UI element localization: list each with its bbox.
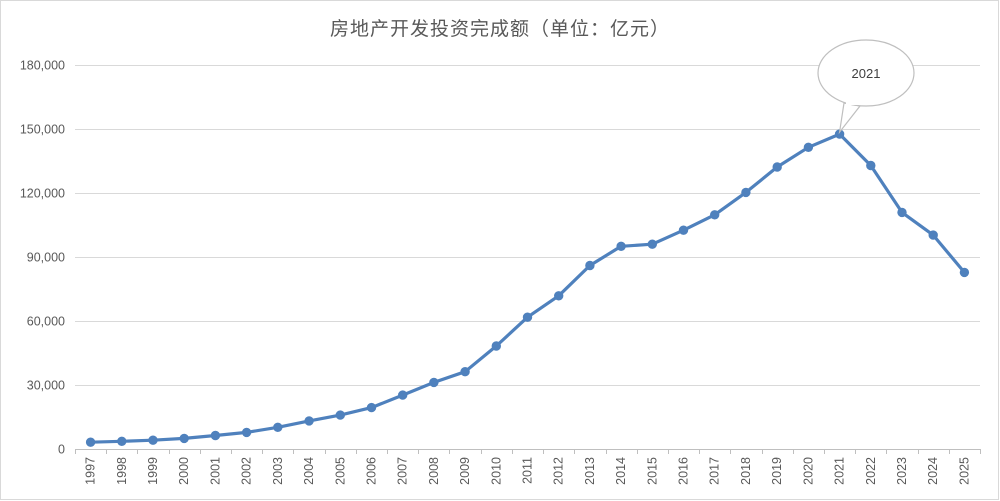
x-tick-label: 2014 <box>614 457 628 485</box>
x-axis-tick-labels: 1997 1998 1999 2000 2001 2002 2003 2004 2005 2006… <box>84 457 972 485</box>
data-point <box>210 430 221 441</box>
y-tick-label: 60,000 <box>27 315 65 329</box>
x-tick-label: 2020 <box>801 457 815 485</box>
x-tick-label: 2006 <box>364 457 378 485</box>
data-point <box>554 291 564 301</box>
data-point <box>647 239 657 249</box>
x-tick-label: 2012 <box>552 457 566 485</box>
axes <box>75 449 981 454</box>
x-tick-label: 2019 <box>770 457 784 485</box>
data-point <box>522 312 533 322</box>
x-tick-label: 1997 <box>84 457 98 485</box>
data-point <box>241 427 252 438</box>
x-tick-label: 2004 <box>302 457 316 485</box>
x-tick-label: 2000 <box>177 457 191 485</box>
data-point <box>273 422 283 432</box>
callout-bubble <box>817 39 915 107</box>
data-point <box>710 210 720 220</box>
y-tick-label: 30,000 <box>27 379 65 393</box>
data-point <box>741 187 751 198</box>
x-tick-label: 2018 <box>739 457 753 485</box>
x-tick-label: 2022 <box>864 457 878 485</box>
x-tick-label: 2015 <box>645 457 659 485</box>
data-point <box>117 436 127 446</box>
callout-joint <box>846 99 862 105</box>
x-tick-label: 2011 <box>521 457 535 484</box>
data-point <box>678 225 689 235</box>
chart-title: 房地产开发投资完成额（单位：亿元） <box>329 18 670 40</box>
data-point <box>429 377 439 388</box>
callout-annotation: 2021 <box>817 39 915 135</box>
data-point <box>179 433 189 444</box>
data-point <box>772 162 782 172</box>
data-point <box>366 402 377 413</box>
y-tick-label: 180,000 <box>20 59 65 73</box>
x-tick-label: 2017 <box>708 457 722 485</box>
data-point <box>304 416 314 426</box>
y-tick-label: 120,000 <box>20 187 65 201</box>
x-tick-label: 1998 <box>115 457 129 485</box>
data-point <box>897 207 907 218</box>
data-point <box>148 435 158 445</box>
callout-pointer <box>838 102 862 135</box>
data-point <box>803 142 814 153</box>
x-tick-label: 2007 <box>396 457 410 485</box>
x-tick-label: 2008 <box>427 457 441 485</box>
series-line <box>88 132 967 444</box>
x-tick-label: 2001 <box>208 457 222 485</box>
data-point <box>866 160 876 171</box>
x-tick-label: 2025 <box>957 457 971 485</box>
y-tick-label: 0 <box>58 443 65 457</box>
x-tick-label: 2024 <box>926 457 940 485</box>
x-tick-label: 2003 <box>271 457 285 485</box>
y-tick-label: 150,000 <box>20 123 65 137</box>
y-axis-tick-labels: 0 30,000 60,000 90,000 120,000 150,000 180,000 <box>20 59 65 457</box>
data-point <box>959 267 970 278</box>
data-point <box>460 367 470 377</box>
x-tick-label: 2023 <box>895 457 909 485</box>
data-point <box>398 390 408 400</box>
x-tick-label: 2021 <box>833 457 847 485</box>
data-point <box>491 341 501 351</box>
x-tick-label: 2005 <box>333 457 347 485</box>
callout-label: 2021 <box>852 66 881 81</box>
series-layer <box>85 129 970 447</box>
x-tick-label: 2009 <box>458 457 472 485</box>
x-tick-label: 1999 <box>146 457 160 485</box>
x-tick-label: 2010 <box>489 457 503 485</box>
x-tick-label: 2016 <box>677 457 691 485</box>
x-tick-label: 2002 <box>240 457 254 485</box>
x-tick-label: 2013 <box>583 457 597 485</box>
data-point <box>928 230 938 240</box>
data-point <box>335 410 345 420</box>
y-tick-label: 90,000 <box>27 251 65 265</box>
data-point <box>616 241 626 252</box>
data-point <box>585 260 595 271</box>
data-point <box>85 437 96 447</box>
